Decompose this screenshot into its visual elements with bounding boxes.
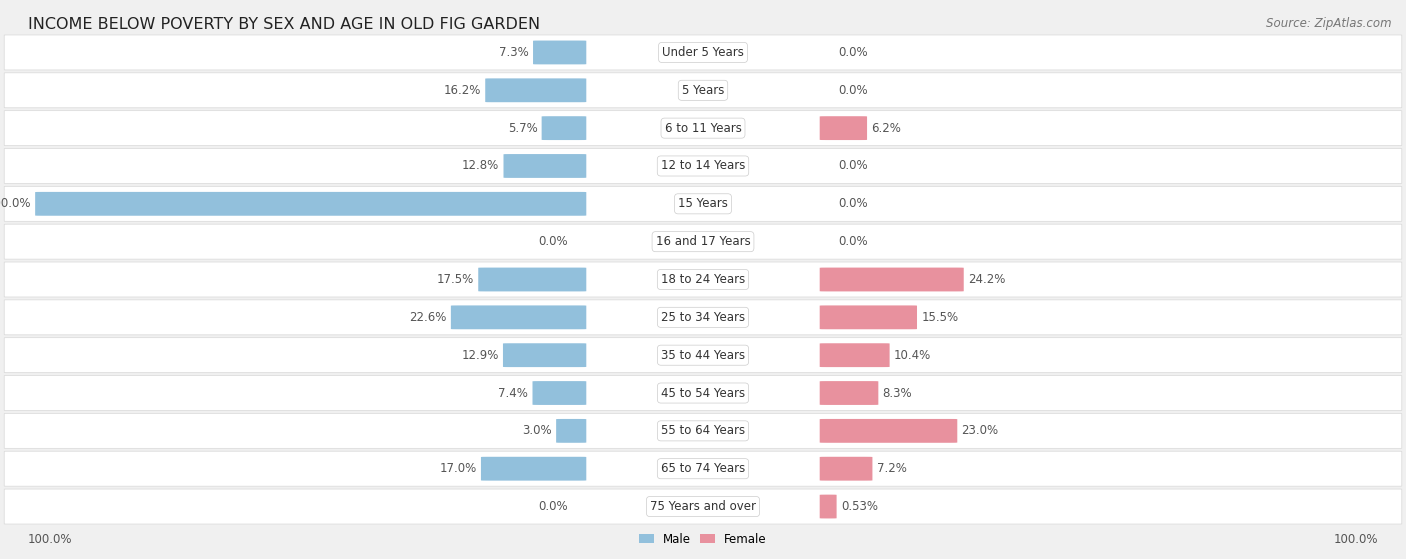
Text: 10.4%: 10.4% (894, 349, 931, 362)
Text: 0.53%: 0.53% (841, 500, 877, 513)
FancyBboxPatch shape (4, 73, 1402, 108)
FancyBboxPatch shape (820, 419, 957, 443)
Text: 3.0%: 3.0% (522, 424, 553, 437)
Text: 7.4%: 7.4% (498, 386, 529, 400)
Text: 0.0%: 0.0% (838, 235, 868, 248)
FancyBboxPatch shape (820, 116, 868, 140)
Text: 35 to 44 Years: 35 to 44 Years (661, 349, 745, 362)
Text: 45 to 54 Years: 45 to 54 Years (661, 386, 745, 400)
Text: 25 to 34 Years: 25 to 34 Years (661, 311, 745, 324)
FancyBboxPatch shape (4, 224, 1402, 259)
FancyBboxPatch shape (820, 305, 917, 329)
Text: 5 Years: 5 Years (682, 84, 724, 97)
FancyBboxPatch shape (503, 343, 586, 367)
FancyBboxPatch shape (4, 489, 1402, 524)
FancyBboxPatch shape (533, 41, 586, 64)
Text: 7.2%: 7.2% (877, 462, 907, 475)
FancyBboxPatch shape (820, 343, 890, 367)
Text: 0.0%: 0.0% (838, 84, 868, 97)
FancyBboxPatch shape (533, 381, 586, 405)
Text: INCOME BELOW POVERTY BY SEX AND AGE IN OLD FIG GARDEN: INCOME BELOW POVERTY BY SEX AND AGE IN O… (28, 17, 540, 32)
Text: 15 Years: 15 Years (678, 197, 728, 210)
FancyBboxPatch shape (485, 78, 586, 102)
Text: 0.0%: 0.0% (838, 159, 868, 173)
FancyBboxPatch shape (4, 149, 1402, 183)
Text: 0.0%: 0.0% (538, 500, 568, 513)
Text: 24.2%: 24.2% (967, 273, 1005, 286)
FancyBboxPatch shape (820, 457, 873, 481)
FancyBboxPatch shape (478, 268, 586, 291)
FancyBboxPatch shape (541, 116, 586, 140)
Legend: Male, Female: Male, Female (634, 528, 772, 550)
FancyBboxPatch shape (820, 268, 963, 291)
Text: 55 to 64 Years: 55 to 64 Years (661, 424, 745, 437)
FancyBboxPatch shape (481, 457, 586, 481)
FancyBboxPatch shape (4, 451, 1402, 486)
Text: 12.8%: 12.8% (463, 159, 499, 173)
FancyBboxPatch shape (4, 186, 1402, 221)
FancyBboxPatch shape (35, 192, 586, 216)
Text: 75 Years and over: 75 Years and over (650, 500, 756, 513)
Text: 100.0%: 100.0% (1333, 533, 1378, 546)
Text: 12.9%: 12.9% (461, 349, 499, 362)
Text: 17.0%: 17.0% (440, 462, 477, 475)
Text: 17.5%: 17.5% (437, 273, 474, 286)
FancyBboxPatch shape (4, 111, 1402, 146)
FancyBboxPatch shape (451, 305, 586, 329)
Text: 0.0%: 0.0% (538, 235, 568, 248)
Text: 16 and 17 Years: 16 and 17 Years (655, 235, 751, 248)
FancyBboxPatch shape (557, 419, 586, 443)
FancyBboxPatch shape (4, 300, 1402, 335)
Text: 0.0%: 0.0% (838, 46, 868, 59)
FancyBboxPatch shape (820, 495, 837, 518)
Text: 6 to 11 Years: 6 to 11 Years (665, 122, 741, 135)
FancyBboxPatch shape (4, 338, 1402, 373)
Text: Source: ZipAtlas.com: Source: ZipAtlas.com (1267, 17, 1392, 30)
Text: 0.0%: 0.0% (838, 197, 868, 210)
FancyBboxPatch shape (4, 413, 1402, 448)
Text: 7.3%: 7.3% (499, 46, 529, 59)
FancyBboxPatch shape (4, 35, 1402, 70)
FancyBboxPatch shape (4, 376, 1402, 410)
FancyBboxPatch shape (820, 381, 879, 405)
FancyBboxPatch shape (503, 154, 586, 178)
Text: 100.0%: 100.0% (28, 533, 73, 546)
FancyBboxPatch shape (4, 262, 1402, 297)
Text: 5.7%: 5.7% (508, 122, 537, 135)
Text: 15.5%: 15.5% (921, 311, 959, 324)
Text: 23.0%: 23.0% (962, 424, 998, 437)
Text: Under 5 Years: Under 5 Years (662, 46, 744, 59)
Text: 16.2%: 16.2% (444, 84, 481, 97)
Text: 22.6%: 22.6% (409, 311, 447, 324)
Text: 18 to 24 Years: 18 to 24 Years (661, 273, 745, 286)
Text: 12 to 14 Years: 12 to 14 Years (661, 159, 745, 173)
Text: 8.3%: 8.3% (883, 386, 912, 400)
Text: 100.0%: 100.0% (0, 197, 31, 210)
Text: 6.2%: 6.2% (872, 122, 901, 135)
Text: 65 to 74 Years: 65 to 74 Years (661, 462, 745, 475)
